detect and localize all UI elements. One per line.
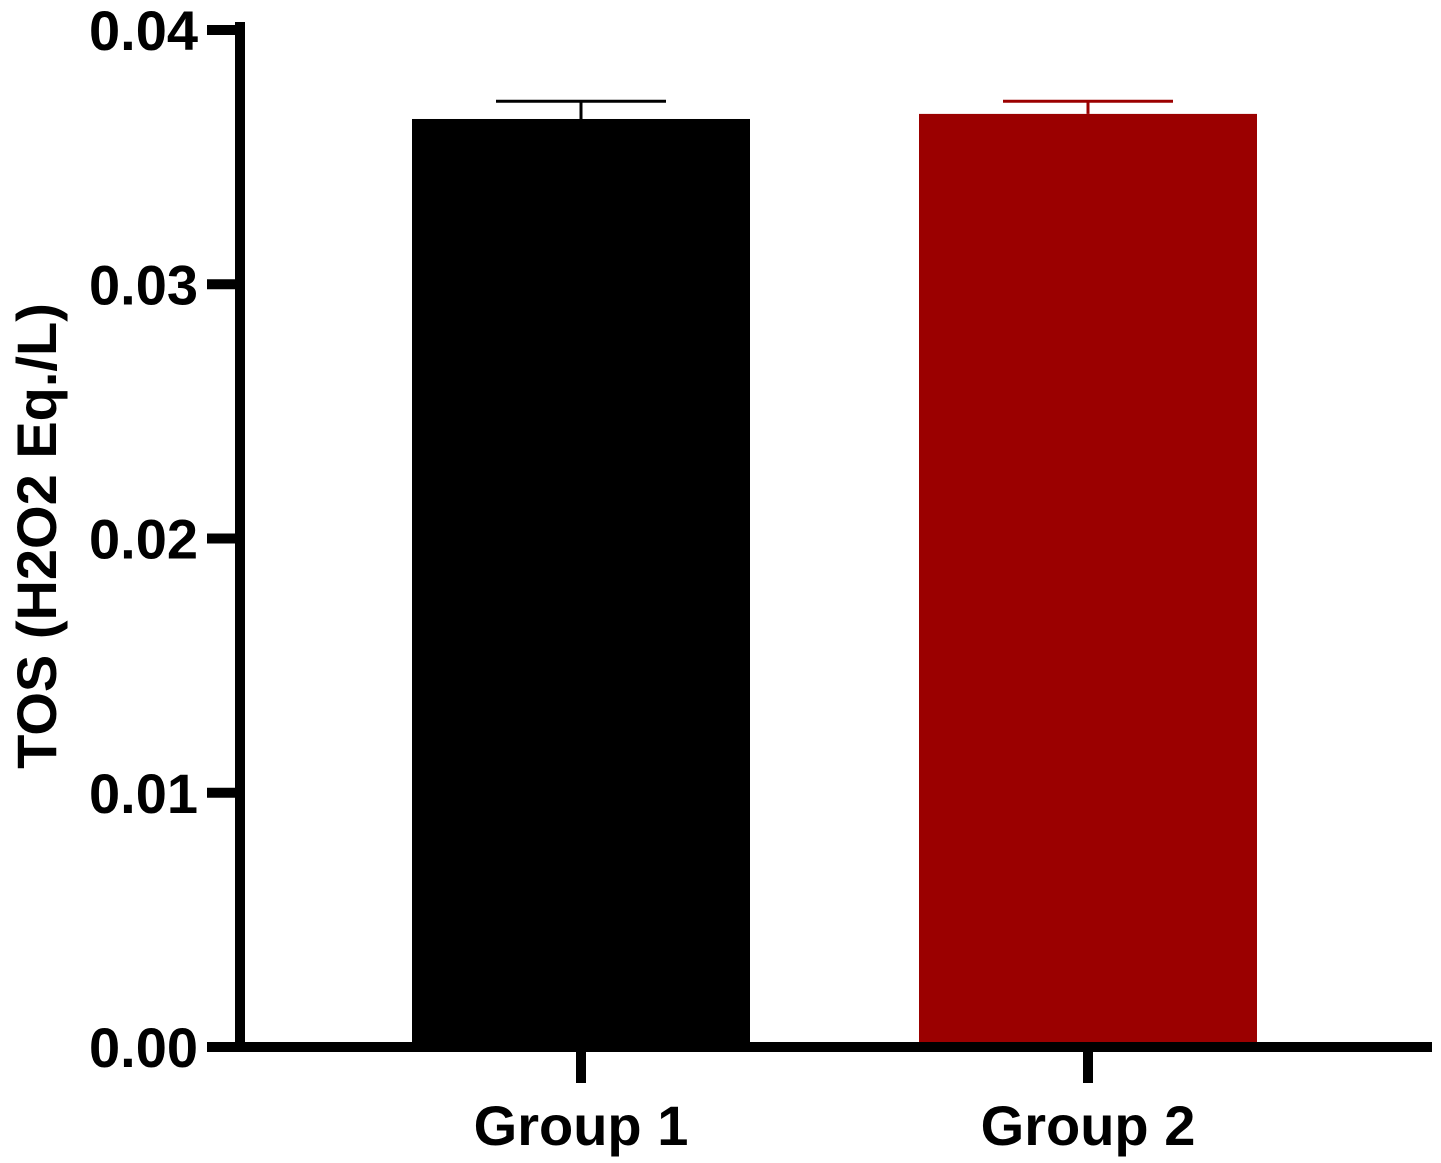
y-tick-label: 0.02 xyxy=(89,508,198,571)
bar xyxy=(919,113,1257,1048)
x-ticks-layer: Group 1 Group 2 xyxy=(474,1047,1196,1157)
y-ticks-layer: 0.00 0.01 0.02 0.03 0.04 xyxy=(89,0,240,1079)
error-bars-layer xyxy=(496,99,1173,119)
bar xyxy=(412,118,750,1048)
y-tick-label: 0.01 xyxy=(89,762,198,825)
x-tick-label: Group 2 xyxy=(981,1094,1196,1157)
y-tick-label: 0.03 xyxy=(89,253,198,316)
x-tick-label: Group 1 xyxy=(474,1094,689,1157)
y-axis-title: TOS (H2O2 Eq./L) xyxy=(5,303,68,769)
y-tick-label: 0.00 xyxy=(89,1016,198,1079)
y-tick-label: 0.04 xyxy=(89,0,198,62)
bars-layer xyxy=(412,113,1257,1048)
